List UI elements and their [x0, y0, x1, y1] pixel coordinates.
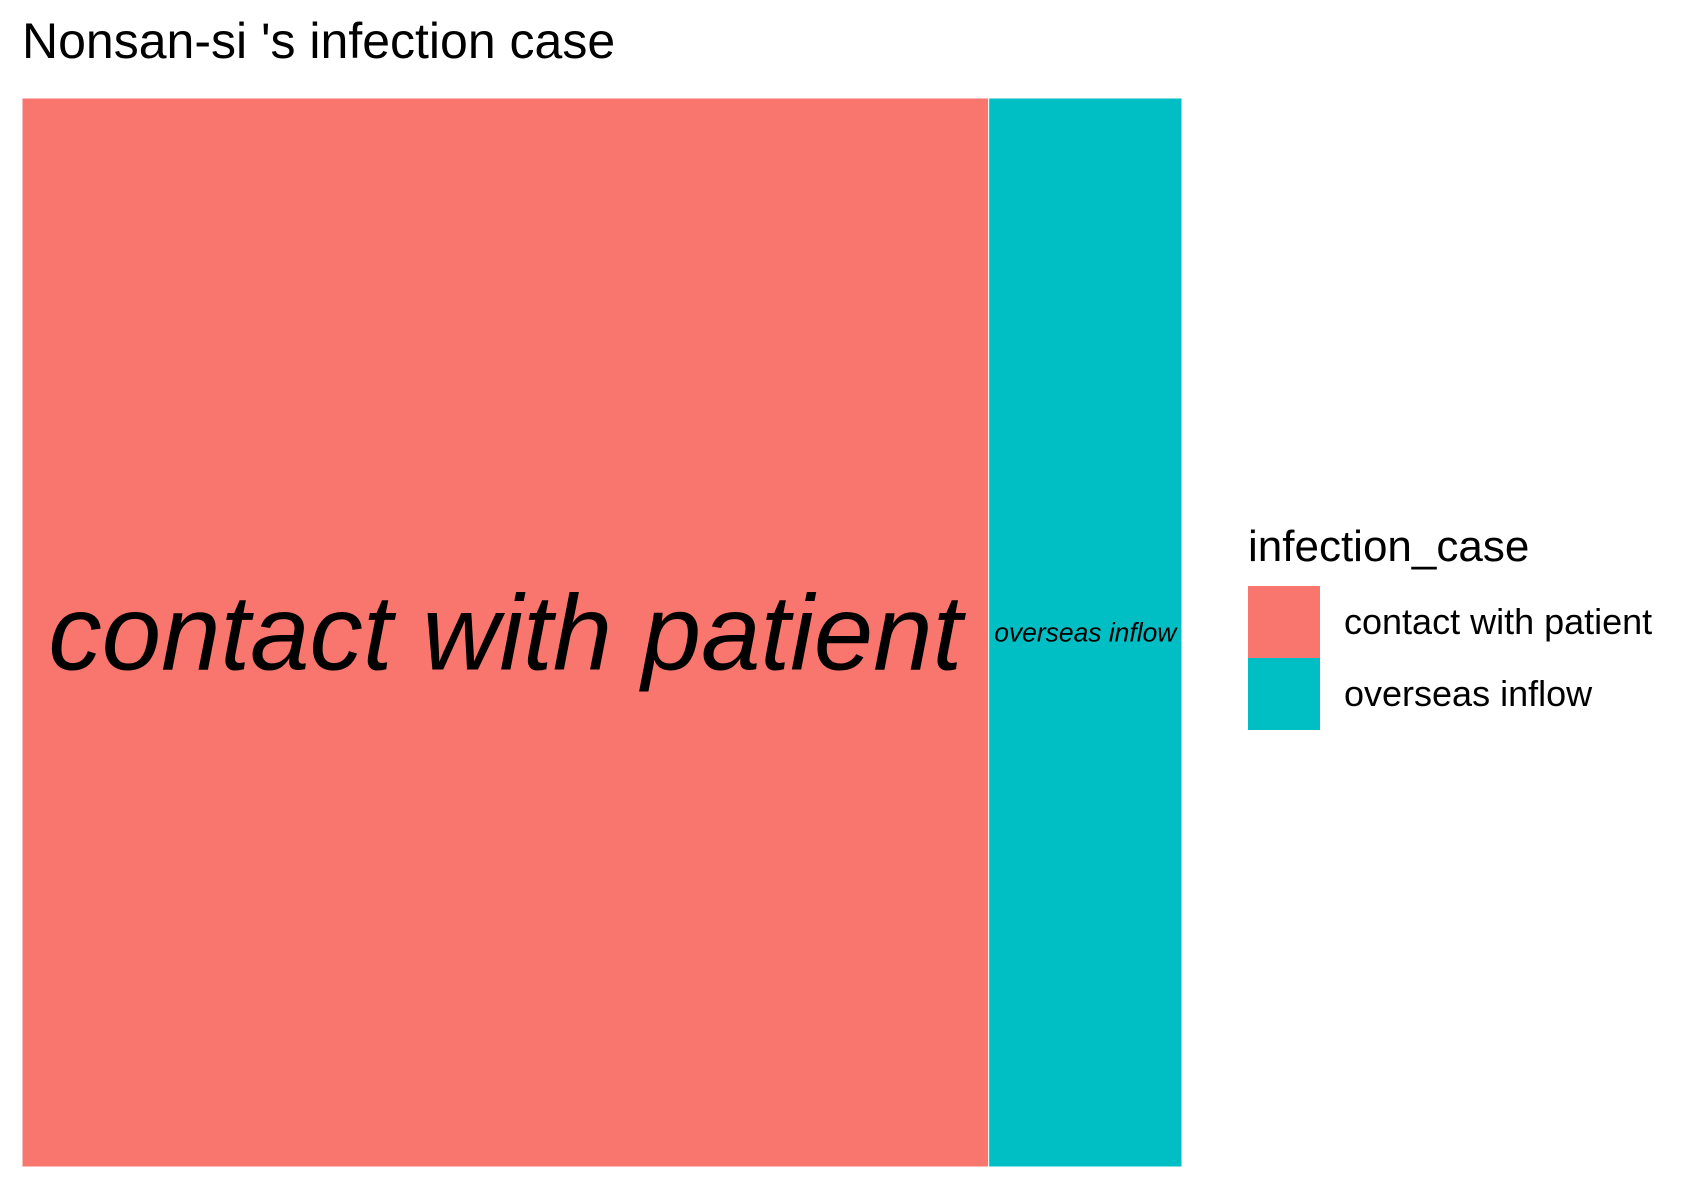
treemap-tile-overseas-inflow [988, 97, 1183, 1168]
legend-label-overseas-inflow: overseas inflow [1344, 673, 1593, 714]
treemap-label-overseas-inflow: overseas inflow [994, 618, 1178, 648]
legend-key-contact-with-patient [1248, 586, 1320, 658]
legend-title: infection_case [1248, 522, 1530, 571]
legend-key-overseas-inflow [1248, 658, 1320, 730]
legend-item-contact-with-patient: contact with patient [1248, 586, 1652, 658]
legend: infection_case contact with patient overs… [1248, 522, 1652, 730]
legend-label-contact-with-patient: contact with patient [1344, 601, 1653, 642]
treemap-tile-contact-with-patient [21, 97, 990, 1168]
legend-item-overseas-inflow: overseas inflow [1248, 658, 1652, 730]
chart-title: Nonsan-si 's infection case [22, 13, 616, 69]
treemap-label-contact-with-patient: contact with patient [48, 573, 966, 693]
legend-items: contact with patient overseas inflow [1248, 586, 1652, 730]
